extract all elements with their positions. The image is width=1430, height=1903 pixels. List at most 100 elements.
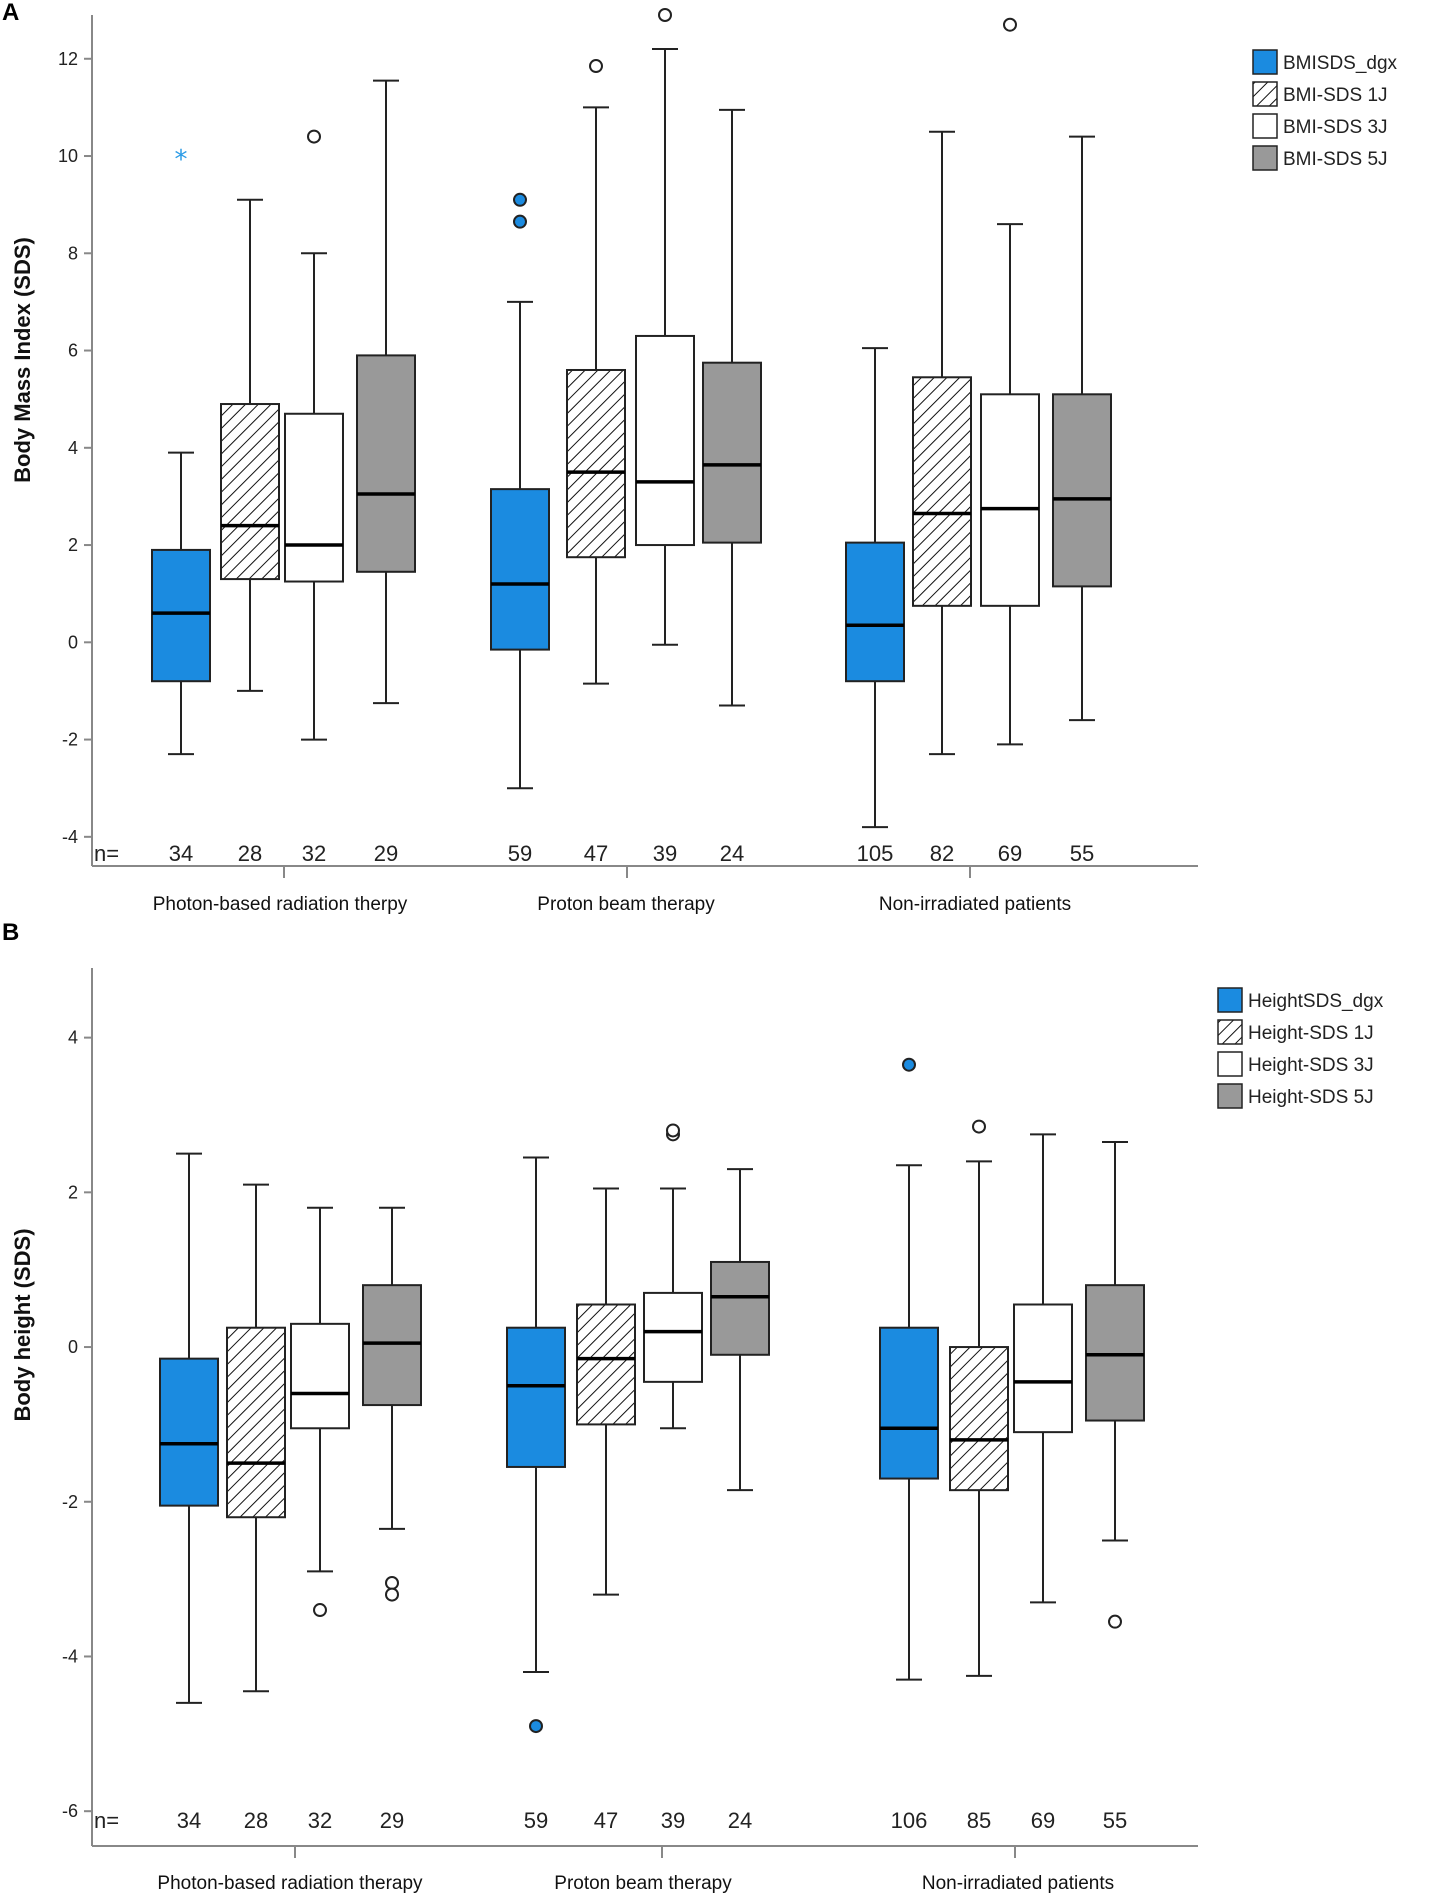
panel-b-y-tick-label: -6 <box>62 1801 78 1821</box>
panel-a-legend-label: BMI-SDS 3J <box>1283 117 1388 138</box>
panel-b-n-count: 69 <box>1031 1808 1055 1833</box>
panel-b-legend-label: Height-SDS 3J <box>1248 1055 1374 1076</box>
panel-b-legend-swatch <box>1217 1051 1243 1077</box>
panel-a-legend: BMISDS_dgx BMI-SDS 1J BMI-SDS 3J BMI-SDS 5J <box>1252 49 1398 171</box>
panel-a-box-7 <box>702 108 762 707</box>
panel-a-y-tick-label: 0 <box>68 632 78 652</box>
panel-b-n-prefix: n= <box>94 1808 119 1833</box>
iqr-box <box>576 1303 636 1426</box>
iqr-box <box>845 541 905 683</box>
panel-a-letter: A <box>2 0 19 26</box>
iqr-box <box>151 548 211 683</box>
panel-a-legend-label: BMI-SDS 5J <box>1283 149 1388 170</box>
iqr-box <box>220 403 280 581</box>
panel-a-n-count: 32 <box>302 841 326 866</box>
panel-a-n-count: 82 <box>930 841 954 866</box>
iqr-box <box>159 1357 219 1507</box>
iqr-box <box>643 1291 703 1383</box>
iqr-box <box>949 1346 1009 1492</box>
panel-b-box-3 <box>362 1206 422 1602</box>
panel-b-category-label: Photon-based radiation therapy <box>157 1873 423 1894</box>
panel-a-n-count: 69 <box>998 841 1022 866</box>
panel-b-legend-label: HeightSDS_dgx <box>1248 991 1384 1012</box>
panel-b-n-count: 59 <box>524 1808 548 1833</box>
panel-b-n-count: 29 <box>380 1808 404 1833</box>
iqr-box <box>1013 1303 1073 1434</box>
panel-a-box-11 <box>1052 135 1112 722</box>
iqr-box <box>566 368 626 559</box>
panel-a-y-tick-label: 2 <box>68 535 78 555</box>
iqr-box <box>702 361 762 544</box>
panel-a-n-count: 24 <box>720 841 744 866</box>
panel-b-box-10 <box>1013 1133 1073 1604</box>
panel-b-box-4 <box>506 1156 566 1734</box>
panel-b-y-tick-label: -4 <box>62 1646 78 1666</box>
iqr-box <box>506 1326 566 1468</box>
panel-a-y-tick-label: 8 <box>68 243 78 263</box>
outlier-point <box>972 1119 986 1134</box>
iqr-box <box>1052 393 1112 588</box>
panel-a-box-4 <box>490 192 550 790</box>
outlier-point <box>902 1057 916 1072</box>
panel-a-y-tick-label: 10 <box>58 146 78 166</box>
outlier-point <box>307 129 321 144</box>
panel-b-legend-swatch <box>1217 1083 1243 1109</box>
outlier-point <box>666 1123 680 1138</box>
panel-a-legend-label: BMI-SDS 1J <box>1283 85 1388 106</box>
panel-b-y-tick-label: -2 <box>62 1492 78 1512</box>
panel-b-y-tick-label: 4 <box>68 1028 78 1048</box>
panel-a-n-count: 47 <box>584 841 608 866</box>
panel-a-category-label: Proton beam therapy <box>537 894 715 915</box>
panel-a-legend-swatch <box>1252 113 1278 139</box>
outlier-point <box>658 8 672 22</box>
panel-b-box-7 <box>710 1168 770 1492</box>
panel-b-n-count: 34 <box>177 1808 201 1833</box>
iqr-box <box>284 412 344 583</box>
outlier-point <box>1108 1614 1122 1629</box>
panel-b-legend-swatch <box>1217 987 1243 1013</box>
iqr-box <box>635 334 695 547</box>
panel-a-y-tick-label: -2 <box>62 730 78 750</box>
panel-b-box-0 <box>159 1152 219 1704</box>
outlier-point <box>589 59 603 74</box>
panel-b-n-count: 32 <box>308 1808 332 1833</box>
panel-b-y-tick-label: 0 <box>68 1337 78 1357</box>
panel-a-box-9 <box>912 130 972 756</box>
iqr-box <box>980 393 1040 607</box>
panel-b-box-11 <box>1085 1141 1145 1629</box>
panel-a-legend-swatch <box>1252 145 1278 171</box>
outlier-point <box>513 214 527 229</box>
panel-b-category-label: Non-irradiated patients <box>922 1873 1114 1894</box>
panel-a-box-8 <box>845 347 905 829</box>
panel-a-legend-swatch <box>1252 49 1278 75</box>
outlier-point <box>529 1719 543 1734</box>
panel-b-y-tick-label: 2 <box>68 1182 78 1202</box>
panel-b-y-axis-title: Body height (SDS) <box>10 1228 35 1421</box>
iqr-box <box>710 1260 770 1356</box>
panel-b-box-9 <box>949 1119 1009 1677</box>
panel-a-category-labels: Photon-based radiation therpy Proton beam… <box>153 894 1071 915</box>
panel-a-n-count: 39 <box>653 841 677 866</box>
panel-a-legend-label: BMISDS_dgx <box>1283 53 1398 74</box>
panel-b-n-count: 55 <box>1103 1808 1127 1833</box>
panel-a-n-prefix: n= <box>94 841 119 866</box>
iqr-box <box>226 1326 286 1519</box>
panel-b-letter: B <box>2 919 19 946</box>
panel-b-axes: -6 -4 -2 0 2 4 <box>62 968 1198 1858</box>
panel-b-legend-label: Height-SDS 5J <box>1248 1087 1374 1108</box>
panel-b-legend-label: Height-SDS 1J <box>1248 1023 1374 1044</box>
outlier-point <box>513 192 527 207</box>
outlier-point <box>385 1575 399 1590</box>
iqr-box <box>362 1284 422 1407</box>
iqr-box <box>290 1322 350 1430</box>
panel-a-n-count: 29 <box>374 841 398 866</box>
panel-a-y-tick-label: -4 <box>62 827 78 847</box>
panel-a-n-count: 105 <box>857 841 894 866</box>
panel-a-n-counts: n= 34 28 32 29 59 47 39 24 105 82 69 55 <box>94 841 1094 866</box>
panel-a-n-count: 55 <box>1070 841 1094 866</box>
panel-b-legend-swatch <box>1217 1019 1243 1045</box>
outlier-point <box>385 1587 399 1602</box>
extreme-point-star: * <box>175 145 188 175</box>
